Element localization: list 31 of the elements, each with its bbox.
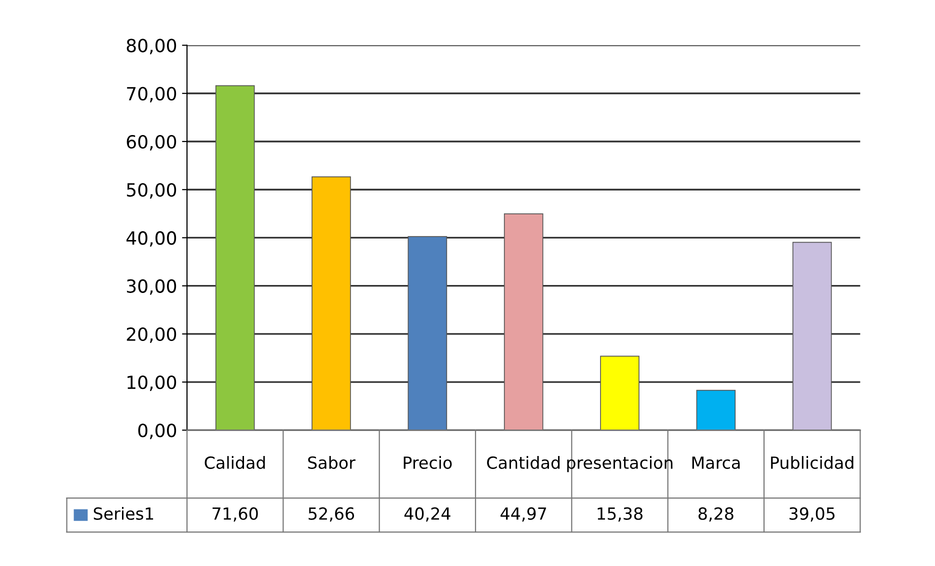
y-tick-label: 70,00 <box>127 86 176 102</box>
x-tick-label: Sabor <box>308 456 356 469</box>
y-tick-label: 30,00 <box>126 279 176 295</box>
bar <box>408 236 448 430</box>
x-tick-label: Cantidad <box>487 456 560 469</box>
data-label: 71,60 <box>212 507 258 522</box>
x-tick-label: Calidad <box>204 456 265 469</box>
bar <box>312 176 351 430</box>
data-label: 8,28 <box>698 507 734 522</box>
x-tick-label: Precio <box>404 456 452 469</box>
y-tick-label: 60,00 <box>126 134 176 150</box>
y-tick-label: 40,00 <box>126 231 176 247</box>
data-label: 39,05 <box>790 507 835 522</box>
data-label: 15,38 <box>598 507 642 522</box>
x-tick-label: Publicidad <box>771 456 854 469</box>
y-tick-label: 20,00 <box>126 327 176 343</box>
bar <box>792 242 832 430</box>
y-tick-label: 80,00 <box>126 38 176 54</box>
y-tick-label: 50,00 <box>126 183 176 199</box>
y-tick-label: 0,00 <box>138 424 176 440</box>
bar <box>504 213 544 430</box>
bar <box>696 390 736 430</box>
x-tick-label: presentacion <box>567 456 672 472</box>
x-tick-label: Marca <box>692 456 740 469</box>
data-label: 40,24 <box>404 507 450 522</box>
data-label: 52,66 <box>308 507 354 522</box>
bar <box>600 356 640 430</box>
data-label: 44,97 <box>500 507 546 522</box>
legend-label: Series1 <box>94 506 154 520</box>
bar <box>215 85 255 430</box>
y-tick-label: 10,00 <box>128 376 176 392</box>
